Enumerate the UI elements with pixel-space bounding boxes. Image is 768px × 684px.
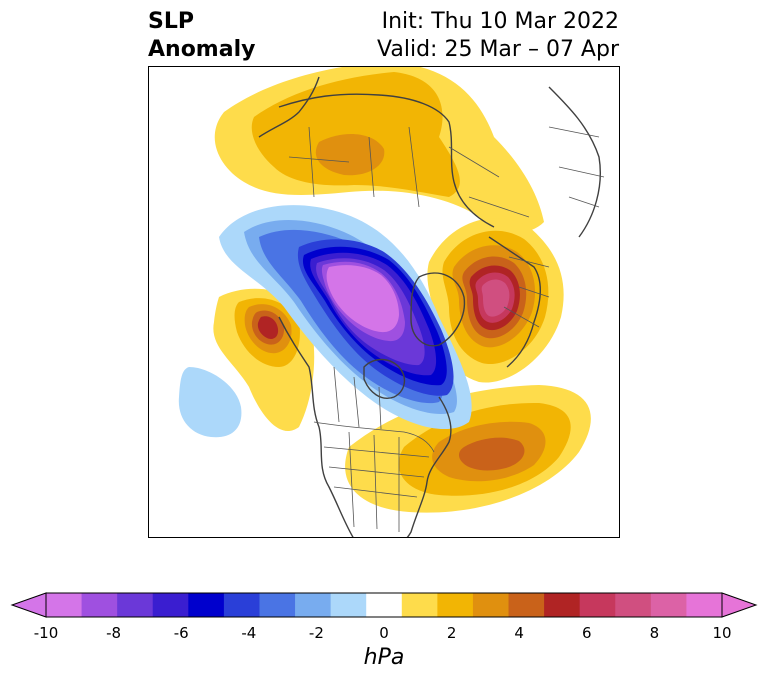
coastline-siberia (278, 93, 495, 228)
coastline-europe (488, 236, 542, 368)
valid-date: Valid: 25 Mar – 07 Apr (377, 37, 619, 62)
alaska-high-contour-5 (257, 316, 279, 339)
eurasia-high-contour-3 (315, 133, 385, 176)
border-eurasia (288, 126, 530, 218)
barents-high-contour-7 (481, 279, 510, 317)
border-canada-provinces (333, 366, 382, 430)
colorbar-segment (188, 593, 225, 617)
colorbar-tick-label: -8 (106, 624, 122, 642)
colorbar-tick-label: -6 (173, 624, 189, 642)
colorbar-segment (81, 593, 118, 617)
colorbar-unit-label: hPa (363, 645, 405, 670)
colorbar-segment (650, 593, 687, 617)
colorbar-segment (472, 593, 510, 617)
colorbar-segment (295, 593, 332, 617)
colorbar-tick-label: 4 (514, 624, 524, 642)
init-date: Init: Thu 10 Mar 2022 (381, 9, 619, 34)
atlantic-high-contour-4 (458, 437, 525, 471)
colorbar-segment (152, 593, 189, 617)
coastline-north-america-west (278, 316, 354, 537)
arctic-low-contour-9 (326, 265, 399, 333)
colorbar-segment (686, 593, 723, 617)
coastline-greenland (410, 272, 466, 347)
title-line-1: SLP (148, 9, 194, 34)
colorbar-segment (259, 593, 296, 617)
colorbar-tick-label: 8 (649, 624, 660, 642)
coastline-north-america-east (406, 396, 452, 537)
colorbar-segment (579, 593, 616, 617)
slp-anomaly-map (178, 67, 605, 537)
coastline-africa (548, 86, 601, 238)
pacific-low-contour (178, 367, 242, 438)
colorbar-tick-label: 10 (712, 624, 732, 642)
colorbar-segment (508, 593, 545, 617)
colorbar-under-arrow (10, 592, 47, 618)
map-title: SLP Anomaly (148, 8, 255, 64)
title-line-2: Anomaly (148, 37, 256, 62)
colorbar-tick-label: -10 (33, 624, 59, 642)
colorbar-tick-label: 2 (446, 624, 457, 642)
colorbar-segments (46, 593, 723, 617)
colorbar-segment (223, 593, 260, 617)
border-europe (503, 256, 550, 328)
colorbar-segment (437, 593, 474, 617)
colorbar-frame (45, 592, 723, 618)
colorbar-segment (366, 593, 403, 617)
coastlines (258, 76, 601, 537)
borders (288, 126, 605, 532)
colorbar-tick-label: 0 (379, 624, 389, 642)
colorbar-segment (46, 593, 83, 617)
map-panel (148, 66, 620, 538)
colorbar (10, 592, 758, 618)
colorbar-over-arrow (721, 592, 758, 618)
colorbar-tick-label: -4 (241, 624, 257, 642)
colorbar-segment (330, 593, 367, 617)
colorbar-segment (544, 593, 581, 617)
colorbar-segment (117, 593, 154, 617)
coastline-hudson-bay (363, 358, 406, 399)
coastline-east-asia (258, 76, 320, 138)
date-info: Init: Thu 10 Mar 2022 Valid: 25 Mar – 07… (377, 8, 619, 64)
colorbar-segment (615, 593, 652, 617)
border-africa-asia (548, 126, 605, 208)
colorbar-segment (401, 593, 438, 617)
colorbar-tick-label: 6 (582, 624, 592, 642)
border-us-states (323, 431, 430, 532)
colorbar-tick-label: -2 (308, 624, 324, 642)
border-us-canada (313, 421, 435, 453)
